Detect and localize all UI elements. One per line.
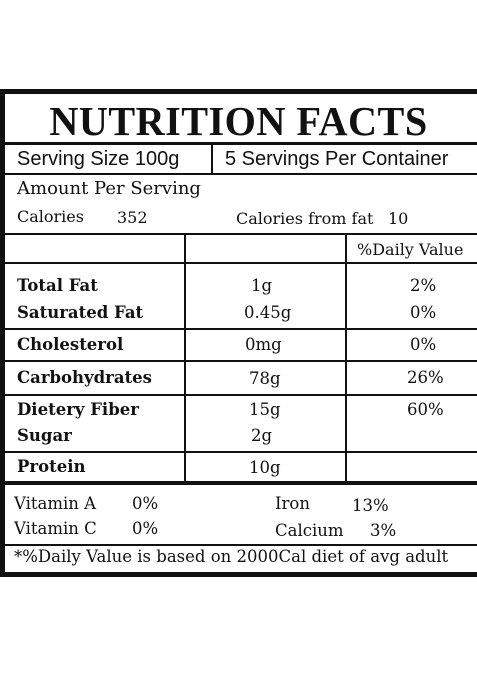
thick-divider — [0, 481, 477, 485]
nutrient-daily-value: 0% — [410, 335, 437, 354]
nutrient-amount: 2g — [251, 426, 273, 445]
amount-per-serving-heading: Amount Per Serving — [17, 178, 201, 199]
nutrient-name: Protein — [17, 457, 86, 476]
servings-per-container: 5 Servings Per Container — [225, 148, 449, 170]
calories-label: Calories — [17, 207, 84, 226]
nutrient-name: Cholesterol — [17, 335, 124, 354]
nutrient-name: Saturated Fat — [17, 303, 144, 322]
divider — [0, 394, 477, 396]
vitamin-value: 3% — [370, 521, 397, 540]
nutrient-daily-value: 0% — [410, 303, 437, 322]
nutrient-name: Sugar — [17, 426, 72, 445]
nutrient-amount: 0mg — [245, 335, 282, 354]
vitamin-name: Calcium — [275, 521, 344, 540]
serving-size: Serving Size 100g — [17, 148, 180, 170]
divider — [0, 544, 477, 546]
vitamin-value: 0% — [132, 494, 159, 513]
divider — [0, 328, 477, 330]
divider — [0, 451, 477, 453]
vitamin-value: 0% — [132, 519, 159, 538]
divider — [0, 262, 477, 264]
label-title: NUTRITION FACTS — [49, 98, 428, 144]
nutrient-amount: 15g — [249, 400, 281, 419]
nutrient-daily-value: 2% — [410, 276, 437, 295]
nutrition-label — [0, 89, 477, 577]
divider — [0, 142, 477, 145]
nutrient-amount: 10g — [249, 458, 281, 477]
column-divider — [184, 235, 186, 482]
column-divider — [345, 235, 347, 482]
vitamin-value: 13% — [352, 496, 389, 515]
vitamin-name: Iron — [275, 494, 310, 513]
nutrient-amount: 1g — [251, 276, 273, 295]
calories-from-fat-value: 10 — [388, 209, 409, 228]
divider — [0, 233, 477, 235]
nutrient-daily-value: 26% — [407, 368, 444, 387]
vitamin-name: Vitamin C — [14, 519, 97, 538]
divider — [0, 173, 477, 175]
divider — [0, 360, 477, 362]
nutrient-name: Total Fat — [17, 276, 98, 295]
calories-from-fat-label: Calories from fat — [236, 209, 374, 228]
nutrient-daily-value: 60% — [407, 400, 444, 419]
nutrient-name: Dietery Fiber — [17, 400, 139, 419]
nutrient-amount: 78g — [249, 369, 281, 388]
vitamin-name: Vitamin A — [14, 494, 97, 513]
nutrient-name: Carbohydrates — [17, 368, 152, 387]
footnote: *%Daily Value is based on 2000Cal diet o… — [14, 547, 449, 566]
daily-value-header: %Daily Value — [357, 240, 464, 259]
divider — [211, 145, 213, 173]
calories-value: 352 — [117, 208, 148, 227]
nutrient-amount: 0.45g — [244, 303, 292, 322]
